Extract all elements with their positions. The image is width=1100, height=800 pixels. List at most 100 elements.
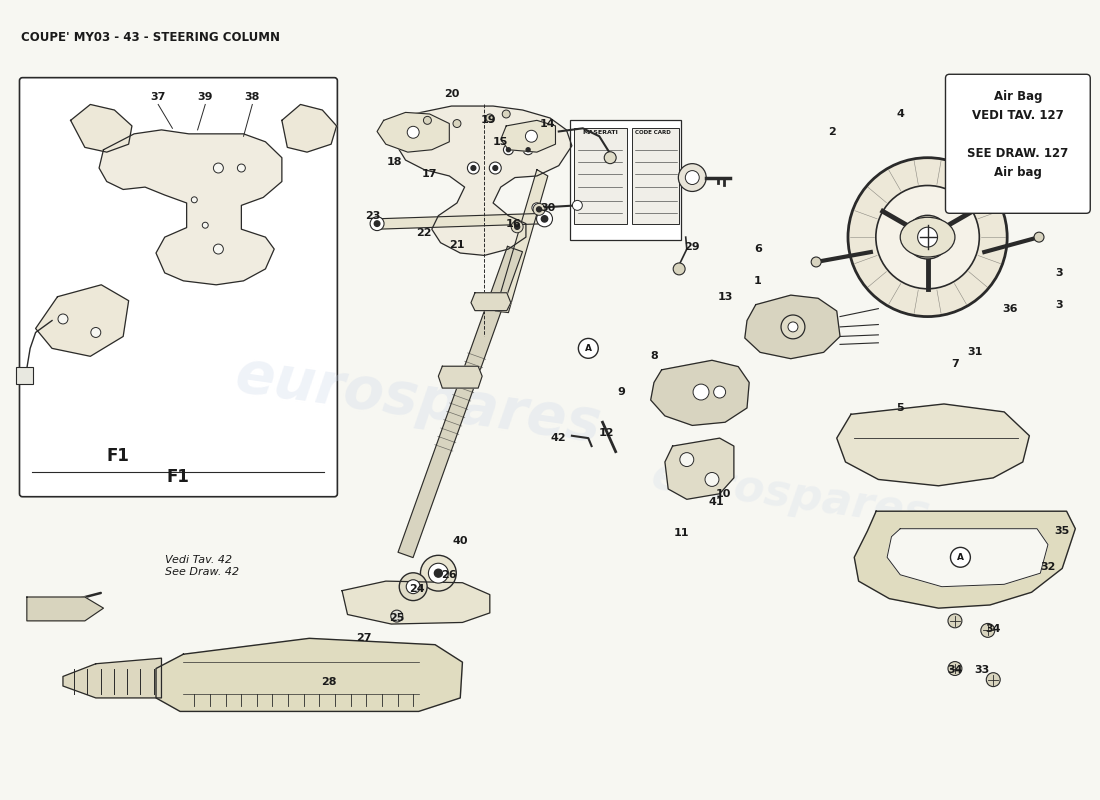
Circle shape [515, 224, 519, 230]
Text: 40: 40 [452, 537, 468, 546]
Circle shape [781, 315, 805, 339]
Circle shape [191, 197, 197, 202]
Polygon shape [377, 113, 449, 152]
Text: 6: 6 [754, 244, 762, 254]
Text: Air Bag
VEDI TAV. 127

SEE DRAW. 127
Air bag: Air Bag VEDI TAV. 127 SEE DRAW. 127 Air … [967, 90, 1068, 179]
Ellipse shape [900, 218, 955, 257]
Polygon shape [342, 581, 490, 624]
Circle shape [981, 623, 994, 638]
Polygon shape [375, 214, 548, 229]
Text: eurospares: eurospares [232, 346, 605, 454]
Text: 17: 17 [422, 169, 438, 178]
Text: 30: 30 [540, 202, 556, 213]
Circle shape [876, 186, 979, 289]
Circle shape [486, 114, 494, 122]
Polygon shape [745, 295, 840, 358]
Polygon shape [70, 105, 132, 152]
Circle shape [604, 152, 616, 164]
Circle shape [537, 211, 552, 227]
Circle shape [526, 148, 530, 152]
Circle shape [714, 386, 726, 398]
Text: 13: 13 [717, 292, 733, 302]
Polygon shape [855, 511, 1076, 608]
Text: 26: 26 [441, 570, 458, 580]
Polygon shape [471, 293, 510, 310]
Polygon shape [439, 366, 482, 388]
Circle shape [471, 166, 476, 170]
Circle shape [679, 164, 706, 191]
Circle shape [420, 555, 456, 591]
Text: 12: 12 [600, 428, 615, 438]
Text: 10: 10 [715, 489, 730, 498]
Polygon shape [35, 285, 129, 356]
Text: 37: 37 [151, 91, 166, 102]
Text: A: A [585, 344, 592, 353]
Circle shape [406, 580, 420, 594]
Circle shape [468, 162, 480, 174]
Text: 39: 39 [198, 91, 213, 102]
Circle shape [58, 314, 68, 324]
Text: F1: F1 [107, 446, 129, 465]
FancyBboxPatch shape [20, 78, 338, 497]
Circle shape [493, 166, 497, 170]
Circle shape [950, 547, 970, 567]
Text: 33: 33 [975, 665, 990, 675]
Circle shape [213, 163, 223, 173]
Circle shape [399, 573, 427, 601]
Polygon shape [63, 658, 162, 698]
Circle shape [512, 221, 524, 233]
Circle shape [434, 570, 442, 577]
Text: A: A [957, 553, 964, 562]
Circle shape [917, 227, 937, 247]
Text: 22: 22 [417, 228, 432, 238]
Circle shape [524, 145, 534, 154]
FancyBboxPatch shape [574, 128, 627, 224]
Text: 3: 3 [1055, 300, 1063, 310]
Circle shape [811, 257, 821, 267]
Polygon shape [282, 105, 337, 152]
Polygon shape [156, 638, 462, 711]
Circle shape [453, 119, 461, 127]
Circle shape [572, 200, 582, 210]
Text: 34: 34 [947, 665, 962, 675]
Circle shape [370, 217, 384, 230]
Circle shape [202, 222, 208, 228]
Text: Vedi Tav. 42
See Draw. 42: Vedi Tav. 42 See Draw. 42 [165, 555, 239, 577]
Text: 18: 18 [387, 157, 403, 166]
Circle shape [705, 473, 719, 486]
Text: 41: 41 [708, 497, 724, 506]
Text: 35: 35 [1055, 526, 1070, 536]
Circle shape [213, 244, 223, 254]
Text: 29: 29 [684, 242, 700, 253]
Circle shape [238, 164, 245, 172]
Text: 23: 23 [365, 210, 381, 221]
Circle shape [374, 221, 379, 226]
Circle shape [390, 610, 403, 622]
Text: 32: 32 [1041, 562, 1056, 572]
Circle shape [948, 662, 961, 675]
Polygon shape [495, 170, 548, 313]
Circle shape [407, 126, 419, 138]
Text: 42: 42 [551, 433, 566, 443]
Circle shape [579, 338, 598, 358]
Circle shape [534, 203, 544, 215]
Circle shape [680, 453, 694, 466]
Text: 28: 28 [321, 677, 337, 687]
Circle shape [424, 116, 431, 124]
Text: CODE CARD: CODE CARD [636, 130, 671, 135]
Text: 15: 15 [493, 137, 508, 147]
Text: 11: 11 [673, 529, 689, 538]
FancyBboxPatch shape [570, 120, 681, 239]
Circle shape [428, 563, 449, 583]
Text: 20: 20 [443, 89, 459, 99]
Text: 38: 38 [244, 91, 260, 102]
Polygon shape [398, 246, 522, 558]
FancyBboxPatch shape [946, 74, 1090, 214]
Bar [15, 366, 33, 384]
Text: 2: 2 [828, 127, 836, 138]
Circle shape [905, 215, 949, 259]
Circle shape [506, 148, 510, 152]
Text: 31: 31 [967, 347, 982, 358]
Circle shape [504, 145, 514, 154]
Polygon shape [500, 120, 556, 152]
